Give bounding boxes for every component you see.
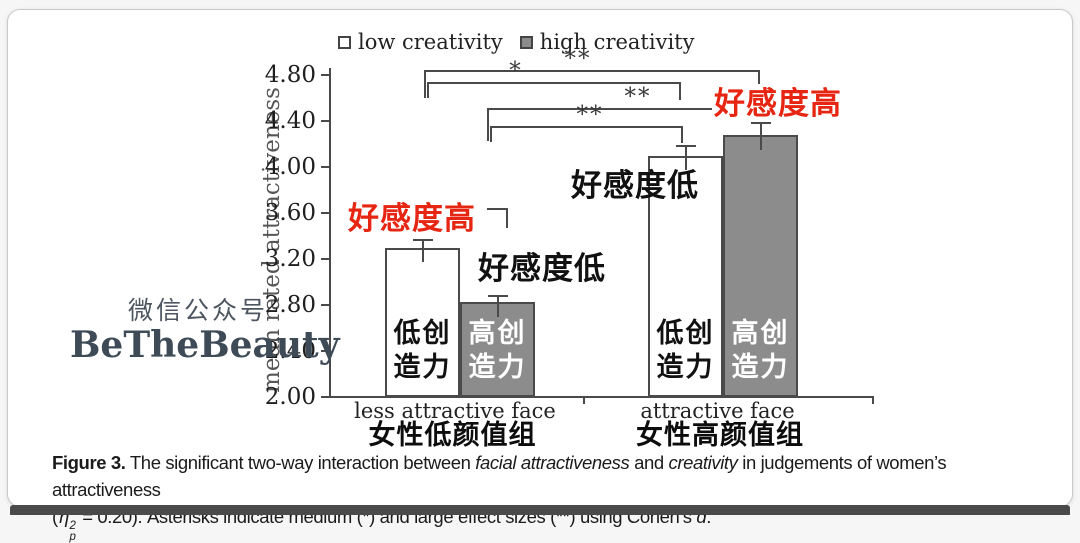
legend-item-high-creativity: high creativity <box>519 30 695 54</box>
y-tick-mark <box>321 350 330 352</box>
annotation-favorability-low-right: 好感度低 <box>571 168 699 203</box>
annotation-favorability-low-left: 好感度低 <box>478 251 606 286</box>
error-bar-cap <box>412 239 433 242</box>
y-tick-label: 4.80 <box>264 62 316 88</box>
significance-asterisks: ** <box>576 102 604 128</box>
y-tick-label: 3.60 <box>264 200 316 226</box>
error-bar-cap <box>750 122 771 125</box>
legend-swatch-high-creativity <box>519 35 533 49</box>
x-axis-tick-mid <box>583 397 585 404</box>
y-axis-line <box>329 68 331 398</box>
y-tick-mark <box>321 166 330 168</box>
error-bar <box>421 239 424 263</box>
bar-low-creativity-group2 <box>648 155 723 397</box>
error-bar <box>496 294 499 317</box>
y-tick-label: 2.00 <box>264 384 316 410</box>
y-tick-label: 3.20 <box>264 246 316 272</box>
watermark-wechat-label: 微信公众号 <box>127 296 268 325</box>
significance-bracket-line <box>487 108 712 110</box>
annotation-callout-line-h <box>487 208 508 210</box>
significance-bracket-drop <box>427 82 429 98</box>
bar-label-low-creativity-group2: 低创 造力 <box>656 318 715 382</box>
significance-bracket-drop <box>487 108 489 141</box>
x-category-zh-attractive: 女性高颜值组 <box>636 420 804 450</box>
annotation-favorability-high-right: 好感度高 <box>714 86 842 121</box>
y-tick-mark <box>321 258 330 260</box>
significance-bracket-line <box>490 126 683 128</box>
significance-bracket-line <box>427 82 681 84</box>
x-axis-line <box>329 396 874 398</box>
annotation-favorability-high-left: 好感度高 <box>348 201 476 236</box>
significance-asterisks: ** <box>564 46 592 72</box>
error-bar-cap <box>487 294 508 297</box>
legend-label-low-creativity: low creativity <box>358 30 503 54</box>
y-tick-mark <box>321 396 330 398</box>
bar-high-creativity-group2 <box>723 134 798 397</box>
error-bar <box>684 145 687 171</box>
significance-bracket-drop <box>490 126 492 142</box>
significance-bracket-drop <box>758 70 760 84</box>
y-tick-mark <box>321 212 330 214</box>
annotation-callout-line-v <box>506 208 508 228</box>
significance-bracket-line <box>424 70 760 72</box>
caption-figure-label: Figure 3. <box>52 452 126 473</box>
significance-bracket-drop <box>679 82 681 100</box>
y-tick-mark <box>321 304 330 306</box>
figure-caption: Figure 3. The significant two-way intera… <box>52 449 1052 542</box>
x-category-attractive: attractive face <box>640 399 795 423</box>
y-tick-mark <box>321 120 330 122</box>
bar-label-high-creativity-group1: 高创 造力 <box>468 318 527 382</box>
x-category-zh-less-attractive: 女性低颜值组 <box>368 420 537 450</box>
window-bottom-edge <box>10 505 1070 515</box>
y-tick-label: 4.40 <box>264 108 316 134</box>
significance-bracket-drop <box>681 126 683 143</box>
x-category-less-attractive: less attractive face <box>354 399 556 423</box>
significance-bracket-drop <box>424 70 426 98</box>
legend-item-low-creativity: low creativity <box>338 30 503 54</box>
significance-asterisks: * <box>509 58 523 84</box>
legend-swatch-low-creativity <box>338 35 351 49</box>
bar-high-creativity-group1 <box>460 301 535 397</box>
y-tick-label: 4.00 <box>264 154 316 180</box>
error-bar-cap <box>675 145 696 148</box>
significance-asterisks: ** <box>624 84 652 110</box>
y-tick-label: 2.80 <box>264 292 316 318</box>
bar-label-high-creativity-group2: 高创 造力 <box>731 318 790 382</box>
watermark-bethebeauty: BeTheBeauty <box>70 324 340 366</box>
figure-card <box>7 9 1073 507</box>
caption-line-1: Figure 3. The significant two-way intera… <box>52 452 947 500</box>
bar-label-low-creativity-group1: 低创 造力 <box>393 318 452 382</box>
error-bar <box>759 122 762 150</box>
legend-label-high-creativity: high creativity <box>539 30 695 54</box>
legend: low creativity high creativity <box>338 30 702 54</box>
x-axis-tick-right <box>872 397 874 404</box>
y-tick-mark <box>321 74 330 76</box>
y-tick-label: 2.40 <box>264 338 316 364</box>
